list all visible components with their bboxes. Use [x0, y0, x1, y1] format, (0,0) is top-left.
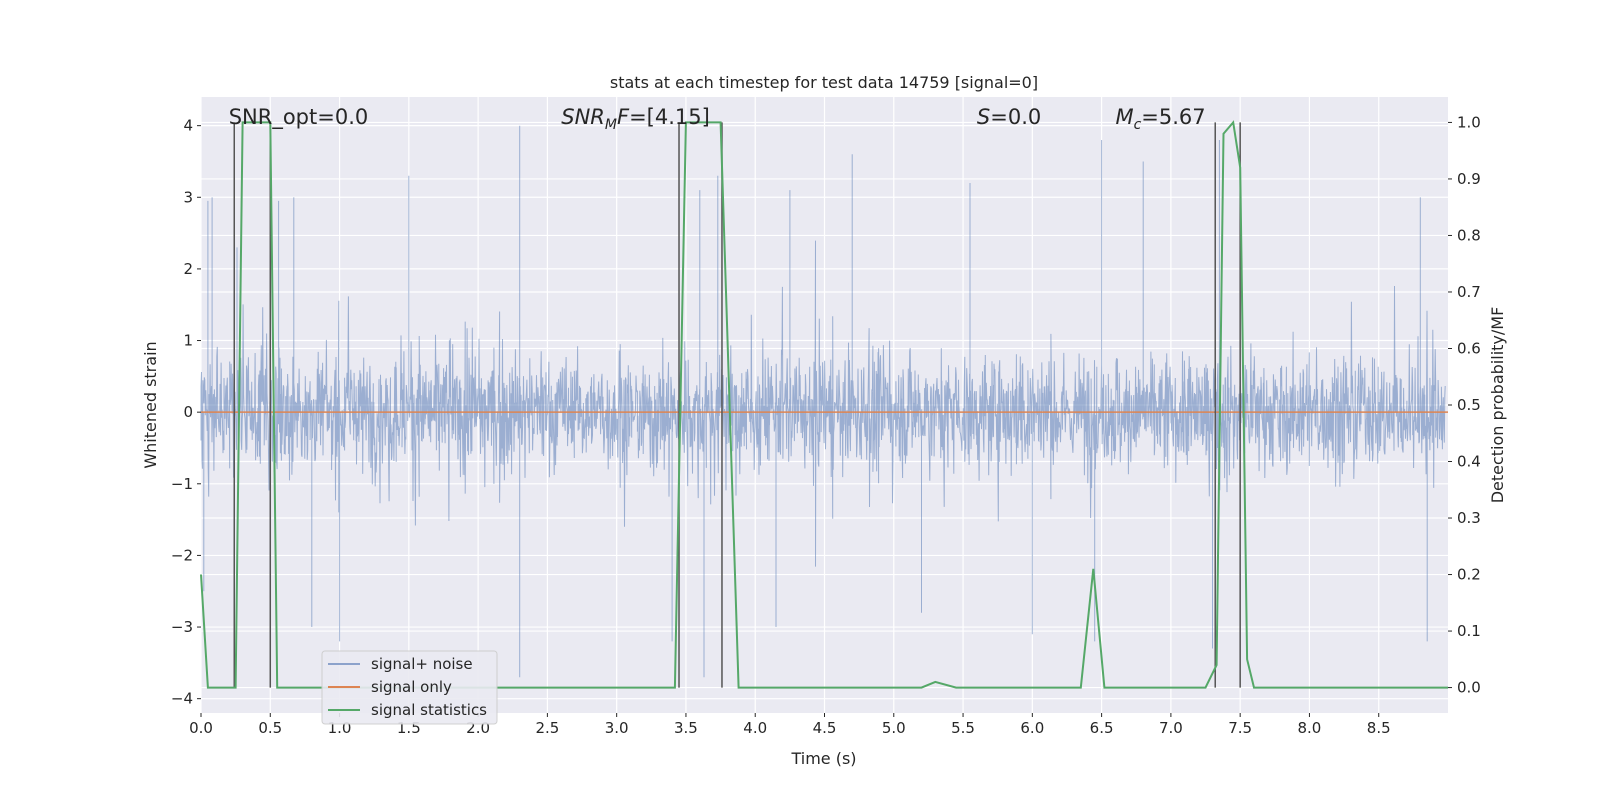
x-tick-label: 4.0: [743, 719, 767, 737]
x-tick-label: 3.0: [605, 719, 629, 737]
y-tick-label: −2: [171, 546, 193, 564]
y2-tick-label: 0.1: [1457, 622, 1481, 640]
x-tick-label: 5.0: [882, 719, 906, 737]
annotation-1: SNRMF=[4.15]: [561, 105, 710, 133]
annotation-0: SNR_opt=0.0: [229, 105, 369, 130]
x-tick-label: 8.0: [1298, 719, 1322, 737]
series-signal-noise: [200, 125, 1446, 678]
y-axis-label: Whitened strain: [141, 341, 160, 468]
y2-tick-label: 0.7: [1457, 283, 1481, 301]
y-tick-label: 4: [183, 117, 193, 135]
y2-tick-label: 1.0: [1457, 113, 1481, 131]
y-tick-label: −1: [171, 475, 193, 493]
x-tick-label: 7.5: [1228, 719, 1252, 737]
y-tick-label: −3: [171, 618, 193, 636]
y2-tick-label: 0.9: [1457, 170, 1481, 188]
y2-tick-label: 0.3: [1457, 509, 1481, 527]
legend-label-signal-statistics: signal statistics: [371, 701, 487, 719]
y-tick-label: 2: [183, 260, 193, 278]
legend: signal+ noise signal only signal statist…: [321, 650, 498, 725]
x-tick-label: 5.5: [951, 719, 975, 737]
legend-label-signal-only: signal only: [371, 678, 452, 696]
x-tick-label: 0.5: [258, 719, 282, 737]
y2-tick-label: 0.2: [1457, 566, 1481, 584]
x-tick-label: 2.5: [535, 719, 559, 737]
series-signal-statistics: [200, 120, 1448, 689]
x-tick-label: 6.5: [1090, 719, 1114, 737]
x-tick-label: 8.5: [1367, 719, 1391, 737]
x-tick-label: 0.0: [189, 719, 213, 737]
x-tick-label: 7.0: [1159, 719, 1183, 737]
legend-box: [321, 650, 498, 725]
y2-tick-label: 0.6: [1457, 339, 1481, 357]
y2-tick-label: 0.8: [1457, 226, 1481, 244]
x-tick-label: 4.5: [813, 719, 837, 737]
y-tick-label: −4: [171, 690, 193, 708]
data-layer: [200, 120, 1448, 689]
y2-tick-label: 0.5: [1457, 396, 1481, 414]
annotations: SNR_opt=0.0 SNRMF=[4.15] S=0.0 Mc=5.67: [229, 105, 1206, 133]
y-tick-label: 0: [183, 403, 193, 421]
legend-label-signal-noise: signal+ noise: [371, 655, 473, 673]
y-tick-label: 3: [183, 188, 193, 206]
annotation-3: Mc=5.67: [1115, 105, 1205, 133]
x-axis-label: Time (s): [790, 749, 856, 768]
y2-tick-label: 0.0: [1457, 679, 1481, 697]
y-tick-label: 1: [183, 332, 193, 350]
chart-title: stats at each timestep for test data 147…: [610, 73, 1038, 92]
annotation-2: S=0.0: [977, 105, 1041, 129]
y2-axis-label: Detection probability/MF: [1488, 307, 1507, 504]
x-tick-label: 6.0: [1020, 719, 1044, 737]
x-tick-label: 3.5: [674, 719, 698, 737]
y2-tick-label: 0.4: [1457, 453, 1481, 471]
axes: 0.0 0.5 1.0 1.5 2.0 2.5 3.0 3.5 4.0 4.5 5.0 5.5 6.0 6…: [171, 113, 1481, 737]
